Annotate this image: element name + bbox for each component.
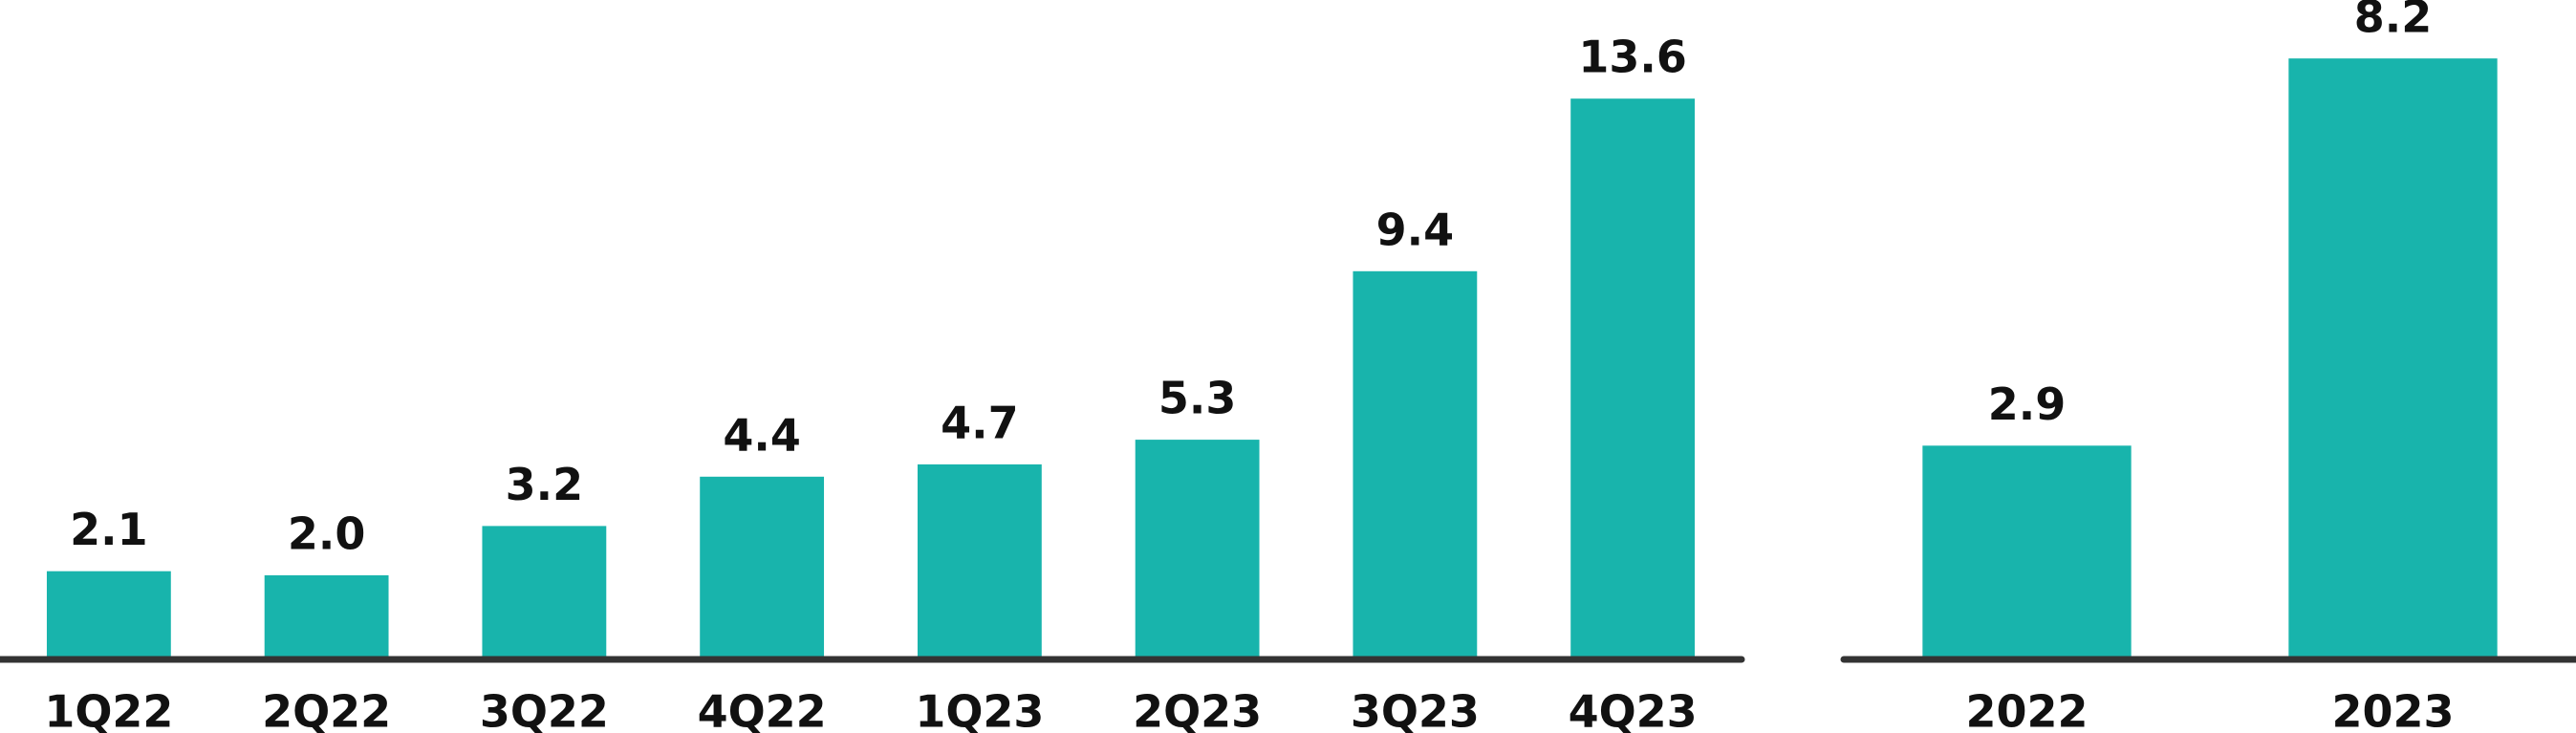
x-tick-label: 2Q22: [262, 686, 391, 733]
bar: [1570, 98, 1696, 658]
bar: [700, 476, 825, 658]
bar: [264, 575, 389, 658]
value-label: 2.1: [70, 504, 148, 555]
value-label: 13.6: [1578, 32, 1687, 83]
x-tick-label: 2022: [1965, 686, 2088, 733]
value-label: 9.4: [1376, 204, 1455, 255]
x-tick-label: 4Q22: [698, 686, 827, 733]
x-tick-label: 3Q22: [480, 686, 609, 733]
bar: [917, 464, 1042, 658]
value-label: 2.0: [288, 508, 366, 560]
bar: [2288, 58, 2498, 658]
bar: [1922, 445, 2132, 658]
x-tick-label: 1Q23: [915, 686, 1044, 733]
bar: [1353, 270, 1478, 658]
value-label: 2.9: [1988, 378, 2067, 430]
bar: [1135, 440, 1260, 658]
value-label: 8.2: [2354, 0, 2433, 43]
value-label: 4.4: [723, 409, 801, 461]
x-tick-label: 2Q23: [1133, 686, 1262, 733]
x-tick-label: 1Q22: [44, 686, 173, 733]
x-tick-label: 2023: [2331, 686, 2454, 733]
bar: [46, 571, 171, 658]
value-label: 5.3: [1158, 373, 1237, 424]
x-tick-label: 3Q23: [1351, 686, 1480, 733]
value-label: 4.7: [941, 397, 1019, 448]
x-tick-label: 4Q23: [1569, 686, 1698, 733]
bar: [482, 526, 607, 658]
value-label: 3.2: [506, 459, 584, 510]
